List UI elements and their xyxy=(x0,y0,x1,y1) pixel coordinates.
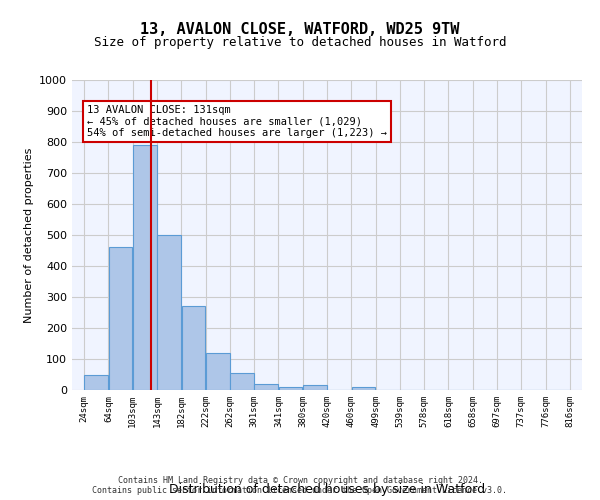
Text: 13 AVALON CLOSE: 131sqm
← 45% of detached houses are smaller (1,029)
54% of semi: 13 AVALON CLOSE: 131sqm ← 45% of detache… xyxy=(88,105,388,138)
Bar xyxy=(352,387,376,390)
Bar xyxy=(206,353,230,390)
Bar xyxy=(109,248,133,390)
Bar xyxy=(254,384,278,390)
Bar xyxy=(182,306,205,390)
Text: 13, AVALON CLOSE, WATFORD, WD25 9TW: 13, AVALON CLOSE, WATFORD, WD25 9TW xyxy=(140,22,460,38)
Bar xyxy=(157,235,181,390)
Bar xyxy=(278,387,302,390)
Text: Contains HM Land Registry data © Crown copyright and database right 2024.
Contai: Contains HM Land Registry data © Crown c… xyxy=(92,476,508,495)
X-axis label: Distribution of detached houses by size in Watford: Distribution of detached houses by size … xyxy=(169,482,485,496)
Bar xyxy=(230,373,254,390)
Bar xyxy=(303,386,327,390)
Bar xyxy=(133,145,157,390)
Text: Size of property relative to detached houses in Watford: Size of property relative to detached ho… xyxy=(94,36,506,49)
Bar xyxy=(85,374,108,390)
Y-axis label: Number of detached properties: Number of detached properties xyxy=(23,148,34,322)
